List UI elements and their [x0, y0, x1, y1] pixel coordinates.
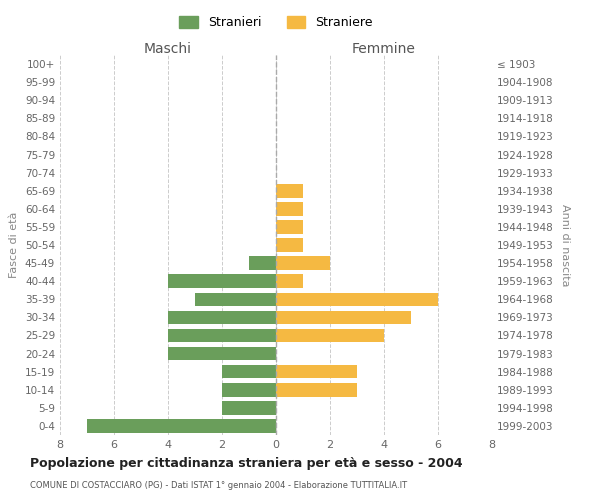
- Bar: [168, 310, 276, 324]
- Bar: [276, 238, 303, 252]
- Bar: [276, 328, 384, 342]
- Bar: [249, 256, 276, 270]
- Bar: [195, 292, 276, 306]
- Bar: [168, 274, 276, 288]
- Bar: [276, 256, 330, 270]
- Text: Maschi: Maschi: [144, 42, 192, 56]
- Bar: [276, 220, 303, 234]
- Bar: [276, 365, 357, 378]
- Text: Popolazione per cittadinanza straniera per età e sesso - 2004: Popolazione per cittadinanza straniera p…: [30, 458, 463, 470]
- Bar: [276, 292, 438, 306]
- Bar: [276, 383, 357, 396]
- Bar: [168, 328, 276, 342]
- Bar: [222, 365, 276, 378]
- Text: Femmine: Femmine: [352, 42, 416, 56]
- Y-axis label: Anni di nascita: Anni di nascita: [560, 204, 570, 286]
- Bar: [222, 401, 276, 414]
- Bar: [276, 184, 303, 198]
- Y-axis label: Fasce di età: Fasce di età: [10, 212, 19, 278]
- Bar: [276, 274, 303, 288]
- Bar: [276, 310, 411, 324]
- Bar: [276, 202, 303, 215]
- Legend: Stranieri, Straniere: Stranieri, Straniere: [174, 11, 378, 34]
- Text: COMUNE DI COSTACCIARO (PG) - Dati ISTAT 1° gennaio 2004 - Elaborazione TUTTITALI: COMUNE DI COSTACCIARO (PG) - Dati ISTAT …: [30, 481, 407, 490]
- Bar: [222, 383, 276, 396]
- Bar: [168, 347, 276, 360]
- Bar: [87, 419, 276, 432]
